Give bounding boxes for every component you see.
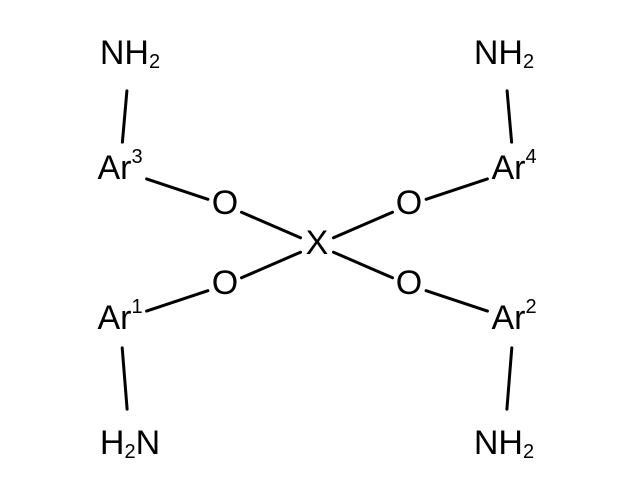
bond [147, 179, 208, 199]
bond [426, 291, 487, 311]
chemical-structure-diagram: X O O O O Ar3 Ar4 Ar1 Ar2 NH2 NH2 H2N NH2 [0, 0, 634, 500]
bond [426, 179, 487, 199]
atom-label-nh2_ul: NH2 [100, 34, 160, 73]
bond [122, 91, 127, 142]
atom-label-nh2_lr: NH2 [474, 424, 534, 463]
bond [334, 212, 393, 238]
atom-label-h2n: H2N [100, 424, 160, 463]
bond [147, 291, 208, 311]
atom-label-o_ul: O [212, 184, 238, 222]
bond [122, 348, 127, 409]
bond [507, 348, 512, 409]
bond [242, 212, 301, 238]
atom-label-ar1: Ar1 [97, 296, 142, 337]
atom-label-ar4: Ar4 [491, 146, 536, 187]
bond [507, 91, 512, 142]
bond [242, 252, 301, 278]
labels-group: X O O O O Ar3 Ar4 Ar1 Ar2 NH2 NH2 H2N NH2 [97, 34, 536, 463]
atom-label-ar3: Ar3 [97, 146, 142, 187]
bond [334, 252, 393, 278]
atom-label-o_ur: O [396, 184, 422, 222]
atom-label-o_lr: O [396, 264, 422, 302]
atom-label-center: X [306, 224, 329, 262]
atom-label-o_ll: O [212, 264, 238, 302]
atom-label-ar2: Ar2 [491, 296, 536, 337]
atom-label-nh2_ur: NH2 [474, 34, 534, 73]
